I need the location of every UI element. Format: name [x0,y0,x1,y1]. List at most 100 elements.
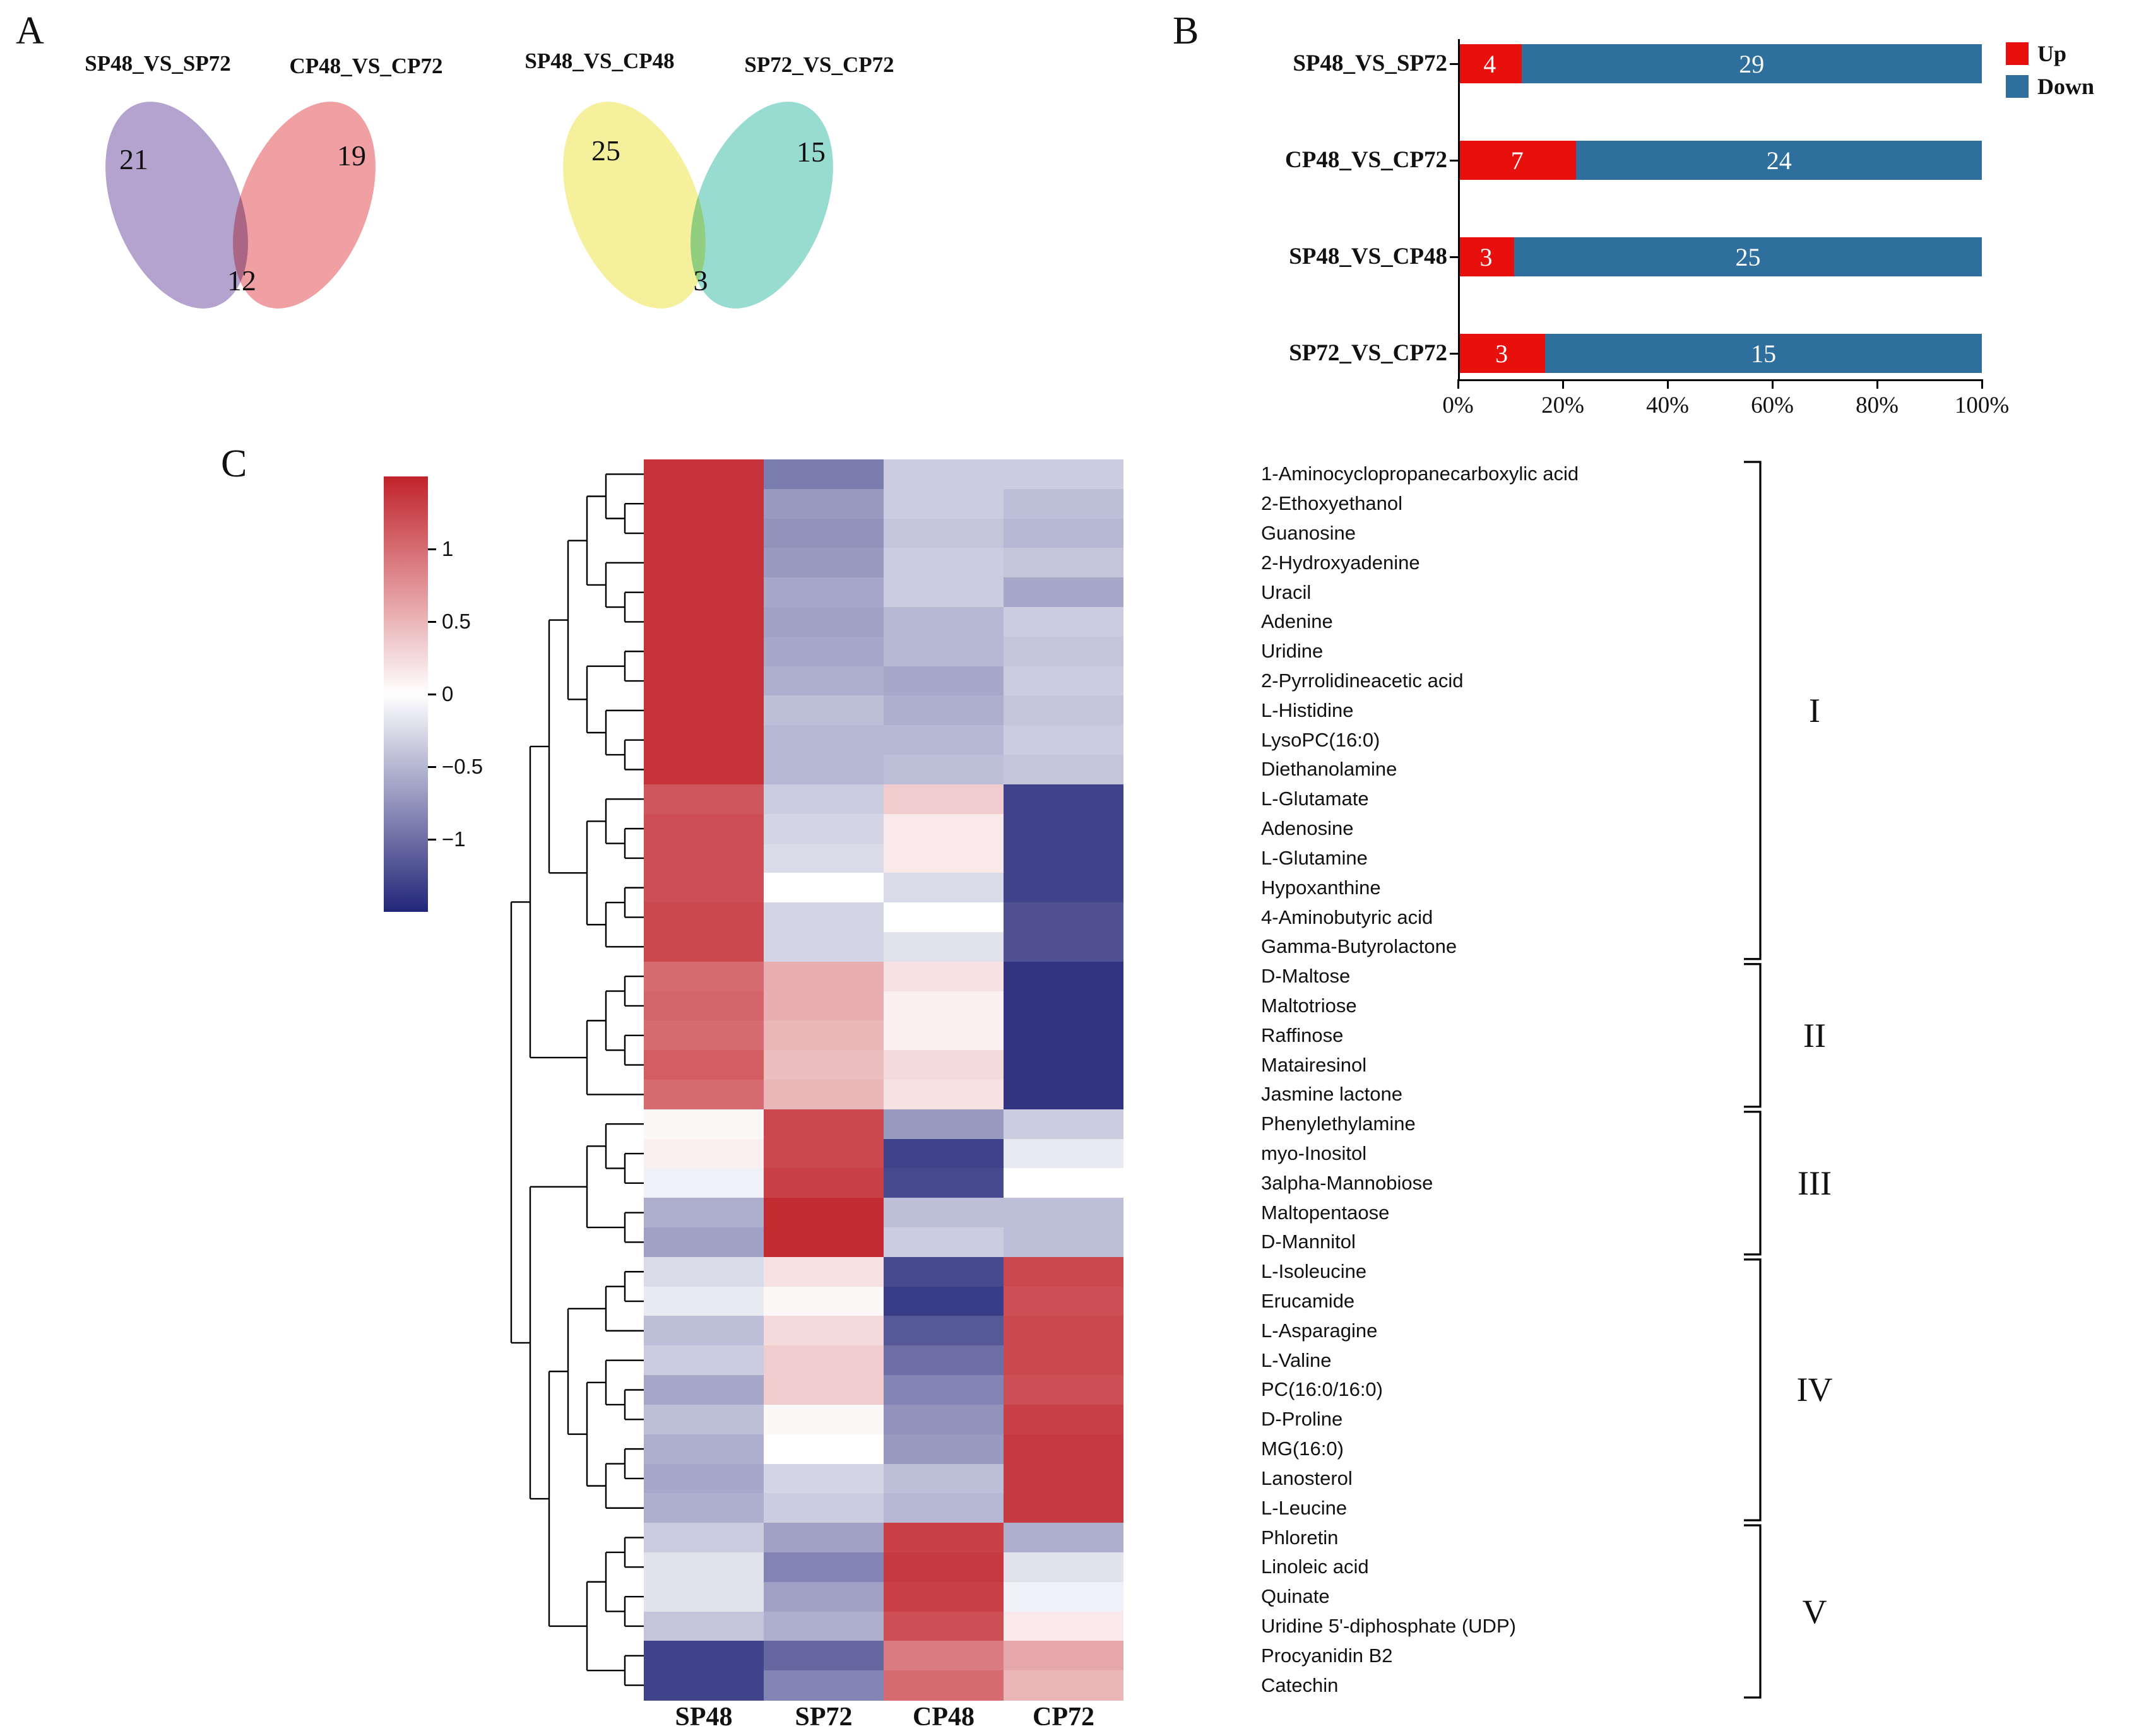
heatmap-cell [644,1256,764,1287]
heatmap-cell [764,1434,884,1465]
heatmap-row [644,1227,1123,1258]
heatmap-row-label: Guanosine [1261,522,1356,544]
heatmap-row [644,991,1123,1021]
heatmap-cell [1004,1256,1123,1287]
heatmap-row-label: MG(16:0) [1261,1438,1344,1460]
heatmap-cell [1004,813,1123,844]
heatmap-cell [644,1641,764,1671]
heatmap-cell [764,1050,884,1080]
heatmap-cell [644,961,764,992]
heatmap-cell [1004,873,1123,903]
heatmap-row-label: Hypoxanthine [1261,876,1381,899]
heatmap-cell [764,1375,884,1405]
bar-chart: SP48_VS_SP72 4 29 CP48_VS_CP72 7 24 SP48_VS_CP… [1196,32,2149,448]
group-numeral: II [1803,1016,1826,1054]
heatmap-column-label: SP72 [795,1703,853,1732]
heatmap-row [644,1670,1123,1701]
heatmap-cell [884,459,1004,490]
venn-diagram-2: SP48_VS_CP48 SP72_VS_CP72 25 15 3 [524,49,894,309]
bar-row-label: SP48_VS_SP72 [1293,50,1447,76]
heatmap-row-label: Quinate [1261,1585,1330,1608]
heatmap-row [644,784,1123,815]
group-numeral: V [1802,1592,1827,1631]
heatmap-cell [644,1581,764,1612]
heatmap-cell [764,1109,884,1140]
heatmap-cell [644,488,764,519]
heatmap-row-label: L-Isoleucine [1261,1260,1367,1283]
colorbar-tick-label: −0.5 [442,755,483,778]
heatmap-row [644,1375,1123,1405]
venn-diagrams: SP48_VS_SP72 CP48_VS_CP72 21 19 12 SP48_… [85,49,894,309]
heatmap-cell [764,784,884,815]
bar-down-segment: 25 [1514,237,1982,276]
heatmap-cell [1004,1641,1123,1671]
venn2-left-count: 25 [591,134,620,167]
heatmap-row-label: L-Glutamine [1261,846,1368,869]
heatmap-cell [764,1227,884,1258]
heatmap-grid [644,459,1123,1701]
legend-down-label: Down [2037,74,2095,99]
heatmap-cell [644,1050,764,1080]
heatmap-cell [1004,931,1123,962]
heatmap-cell [764,1286,884,1317]
venn1-right-count: 19 [337,139,366,172]
legend-item-down: Down [2006,72,2094,101]
heatmap-cell [644,1611,764,1641]
heatmap-cell [1004,577,1123,608]
heatmap-row [644,902,1123,933]
venn1-left-ellipse [105,102,248,309]
heatmap-cell [884,577,1004,608]
heatmap-cell [884,1404,1004,1435]
bar-down-value: 29 [1739,49,1765,78]
heatmap-cell [764,931,884,962]
heatmap-row-label: Gamma-Butyrolactone [1261,935,1457,958]
heatmap-cell [644,1020,764,1051]
heatmap-cell [884,1316,1004,1346]
bar-row-label: CP48_VS_CP72 [1285,147,1447,173]
heatmap-cell [1004,991,1123,1021]
heatmap-row-label: PC(16:0/16:0) [1261,1378,1383,1401]
colorbar-tick-mark [428,548,436,550]
heatmap-cell [1004,1286,1123,1317]
bar-up-value: 4 [1483,49,1496,78]
heatmap-row [644,1641,1123,1671]
heatmap-cell [764,755,884,785]
heatmap-cell [884,1670,1004,1701]
heatmap-cell [884,813,1004,844]
venn2-right-count: 15 [797,136,826,168]
heatmap-row-label: 2-Ethoxyethanol [1261,492,1403,515]
bar-up-value: 7 [1510,146,1524,175]
heatmap-cell [764,1198,884,1228]
heatmap-cell [764,991,884,1021]
x-tick [1457,379,1459,389]
heatmap-row [644,548,1123,578]
heatmap-cell [644,459,764,490]
heatmap-cell [1004,1404,1123,1435]
heatmap-cell [764,1138,884,1169]
heatmap-cell [644,813,764,844]
heatmap-row [644,961,1123,992]
x-tick-label: 0% [1442,393,1474,418]
x-axis-line [1458,379,1982,381]
colorbar-tick-mark [428,765,436,768]
bar-track: 3 15 [1458,334,1982,373]
heatmap-row [644,843,1123,873]
heatmap-cell [884,1138,1004,1169]
y-tick [1450,160,1458,162]
heatmap-cell [644,1434,764,1465]
y-tick [1450,256,1458,258]
heatmap-cell [1004,725,1123,755]
bar-down-segment: 15 [1545,334,1982,373]
heatmap-row-label: Catechin [1261,1674,1339,1696]
heatmap-row [644,755,1123,785]
venn1-overlap-count: 12 [227,264,256,297]
panel-c-letter: C [221,442,247,485]
heatmap-cell [644,1316,764,1346]
heatmap-column-label: SP48 [675,1703,733,1732]
heatmap-cell [1004,1434,1123,1465]
heatmap-cell [1004,636,1123,667]
x-tick [1772,379,1774,389]
heatmap-cell [1004,1227,1123,1258]
group-bracket [1744,963,1762,1108]
x-tick [1981,379,1983,389]
